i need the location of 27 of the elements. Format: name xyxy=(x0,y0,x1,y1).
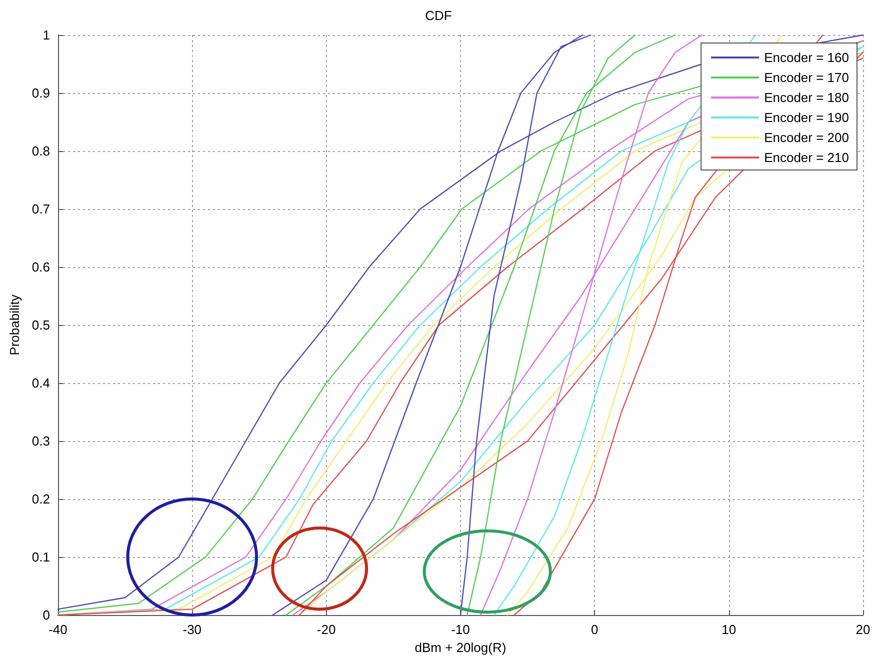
y-tick-label: 0.2 xyxy=(32,492,50,506)
y-tick-label: 0.7 xyxy=(32,202,50,216)
y-tick-label: 0.9 xyxy=(32,86,50,100)
legend-label: Encoder = 190 xyxy=(764,110,850,125)
x-tick-label: -40 xyxy=(48,622,68,637)
chart-title: CDF xyxy=(425,8,452,23)
y-tick-label: 0.6 xyxy=(32,260,50,274)
legend-label: Encoder = 210 xyxy=(764,150,850,165)
y-tick-label: 0.3 xyxy=(32,434,50,448)
y-tick-label: 0 xyxy=(42,608,50,622)
x-tick-label: -30 xyxy=(182,622,202,637)
x-tick-label: 20 xyxy=(856,622,870,637)
legend-label: Encoder = 180 xyxy=(764,90,850,105)
x-axis-title: dBm + 20log(R) xyxy=(414,640,506,655)
x-tick-label: -20 xyxy=(316,622,336,637)
legend-label: Encoder = 160 xyxy=(764,50,850,65)
legend-label: Encoder = 200 xyxy=(764,130,850,145)
y-axis-title: Probability xyxy=(7,294,22,356)
x-tick-label: -10 xyxy=(451,622,470,637)
x-tick-label: 10 xyxy=(722,622,736,637)
legend-label: Encoder = 170 xyxy=(764,70,850,85)
y-tick-label: 0.8 xyxy=(32,144,50,158)
y-tick-label: 0.5 xyxy=(32,318,50,332)
y-tick-label: 1 xyxy=(42,28,50,42)
y-tick-label: 0.4 xyxy=(32,376,50,390)
x-tick-label: 0 xyxy=(591,622,598,637)
y-tick-label: 0.1 xyxy=(32,550,50,564)
